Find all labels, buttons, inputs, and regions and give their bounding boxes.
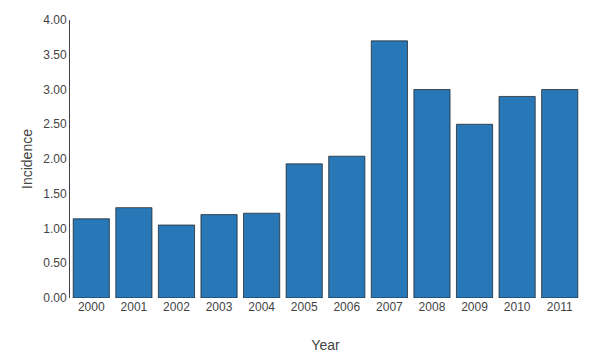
svg-text:2001: 2001 — [121, 300, 148, 314]
svg-text:2000: 2000 — [78, 300, 105, 314]
svg-text:2.50: 2.50 — [43, 117, 67, 131]
svg-text:0.50: 0.50 — [43, 256, 67, 270]
svg-text:Year: Year — [311, 337, 340, 353]
svg-text:2010: 2010 — [504, 300, 531, 314]
svg-text:2009: 2009 — [461, 300, 488, 314]
svg-text:2008: 2008 — [419, 300, 446, 314]
svg-text:2003: 2003 — [206, 300, 233, 314]
svg-text:3.00: 3.00 — [43, 83, 67, 97]
svg-text:2002: 2002 — [163, 300, 190, 314]
svg-text:Incidence: Incidence — [19, 129, 35, 189]
svg-text:2006: 2006 — [333, 300, 360, 314]
svg-text:1.00: 1.00 — [43, 222, 67, 236]
svg-text:2004: 2004 — [248, 300, 275, 314]
svg-text:3.50: 3.50 — [43, 48, 67, 62]
svg-text:4.00: 4.00 — [43, 13, 67, 27]
svg-text:2005: 2005 — [291, 300, 318, 314]
svg-text:0.00: 0.00 — [43, 291, 67, 305]
svg-text:2007: 2007 — [376, 300, 403, 314]
svg-text:2011: 2011 — [547, 300, 573, 314]
svg-text:2.00: 2.00 — [43, 152, 67, 166]
svg-text:1.50: 1.50 — [43, 187, 67, 201]
